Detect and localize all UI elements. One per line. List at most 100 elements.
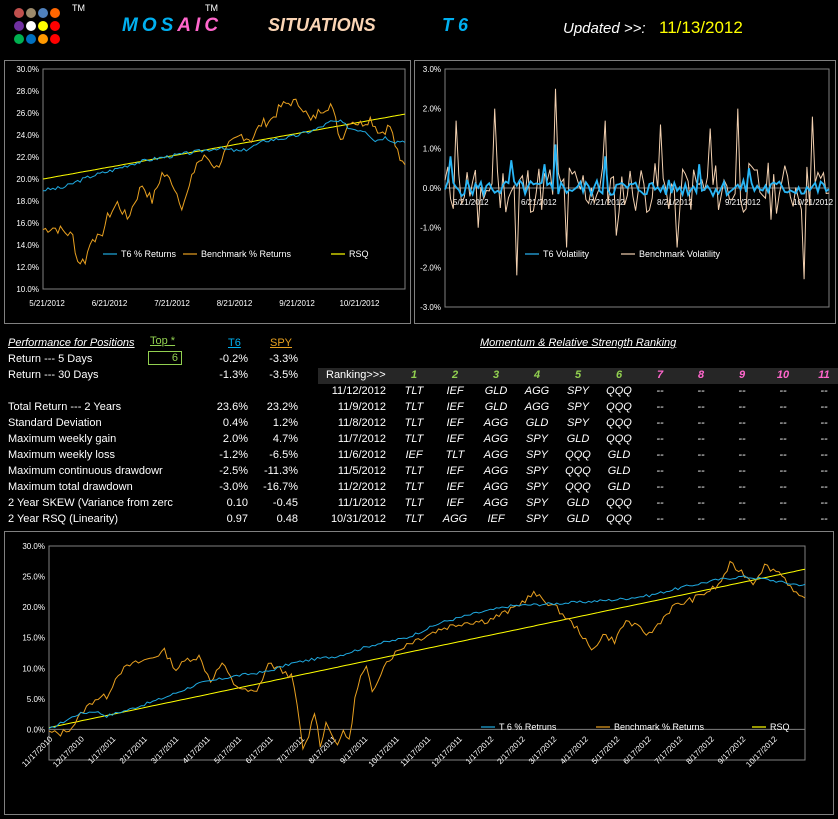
ranking-cell: TLT (404, 385, 424, 397)
ranking-cell: AGG (524, 385, 550, 397)
ranking-col-header: 6 (615, 369, 623, 381)
ranking-cell: -- (697, 449, 705, 461)
ranking-date: 11/6/2012 (337, 449, 386, 461)
logo-dot (50, 8, 60, 18)
perf-row-spy: 23.2% (266, 401, 298, 413)
ranking-col-header: 4 (533, 369, 541, 381)
ranking-cell: IEF (405, 449, 423, 461)
y-tick-label: 26.0% (16, 109, 39, 118)
ranking-cell: QQQ (606, 433, 632, 445)
ranking-col-header: 8 (697, 369, 705, 381)
ranking-cell: -- (738, 433, 746, 445)
ranking-cell: QQQ (606, 401, 632, 413)
ranking-cell: -- (779, 401, 787, 413)
logo-dot (26, 34, 36, 44)
ranking-cell: -- (820, 385, 828, 397)
perf-row: Return --- 5 Days -0.2% -3.3% (8, 353, 308, 369)
updated-date: 11/13/2012 (659, 18, 743, 37)
perf-row-label: Return --- 30 Days (8, 369, 99, 381)
perf-row-label: 2 Year SKEW (Variance from zerc (8, 497, 173, 509)
perf-title: Performance for Positions (8, 337, 135, 349)
x-tick-label: 10/17/2012 (744, 734, 779, 769)
x-tick-label: 10/21/2012 (793, 198, 834, 207)
y-tick-label: 10.0% (16, 285, 39, 294)
ranking-cell: AGG (442, 513, 468, 525)
legend-label: T 6 % Retruns (499, 722, 557, 732)
ranking-cell: AGG (483, 433, 509, 445)
logo-dot (14, 8, 24, 18)
perf-row: Total Return --- 2 Years 23.6% 23.2% (8, 401, 308, 417)
x-tick-label: 1/17/2011 (86, 734, 117, 765)
ranking-cell: -- (779, 417, 787, 429)
ranking-cell: -- (738, 497, 746, 509)
x-tick-label: 7/21/2012 (589, 198, 625, 207)
x-tick-label: 6/21/2012 (521, 198, 557, 207)
ranking-cell: QQQ (606, 497, 632, 509)
perf-top-value[interactable]: 6 (148, 351, 182, 365)
ranking-cell: GLD (607, 465, 631, 477)
ranking-cell: -- (779, 433, 787, 445)
perf-row-spy: 4.7% (272, 433, 298, 445)
logo-dot (38, 21, 48, 31)
ranking-cell: IEF (446, 385, 464, 397)
ranking-date: 11/12/2012 (331, 385, 386, 397)
rsq-line (48, 568, 806, 729)
brand-letter: O (141, 15, 161, 36)
logo-dot (26, 8, 36, 18)
logo-dot (50, 21, 60, 31)
perf-row-label: Total Return --- 2 Years (8, 401, 122, 413)
y-tick-label: 15.0% (22, 634, 45, 643)
x-tick-label: 8/17/2012 (684, 734, 716, 766)
x-tick-label: 5/17/2012 (590, 734, 622, 766)
ranking-cell: -- (697, 417, 705, 429)
volatility-chart: -3.0% -2.0% -1.0% 0.0% 1.0% 2.0% 3.0% 5/21/2012… (420, 65, 834, 312)
x-tick-label: 9/17/2011 (338, 734, 369, 765)
benchmark-returns-line (42, 98, 406, 266)
ranking-cell: -- (779, 465, 787, 477)
x-tick-label: 10/21/2012 (339, 299, 380, 308)
ranking-cell: -- (738, 385, 746, 397)
ranking-cell: QQQ (565, 449, 591, 461)
logo-dot (50, 34, 60, 44)
perf-row-t6: -1.3% (219, 369, 248, 381)
ranking-title: Momentum & Relative Strength Ranking (480, 337, 677, 349)
ranking-cell: GLD (566, 497, 590, 509)
ranking-cell: GLD (607, 481, 631, 493)
x-tick-label: 9/17/2012 (716, 734, 748, 766)
updated-label: Updated >>: (563, 20, 646, 37)
perf-row: Maximum continuous drawdowr -2.5% -11.3% (8, 465, 308, 481)
ranking-col-header: 10 (776, 369, 790, 381)
logo-mark (14, 8, 62, 56)
ranking-cell: IEF (446, 481, 464, 493)
y-tick-label: -2.0% (420, 263, 441, 272)
ranking-cell: SPY (566, 385, 589, 397)
x-tick-label: 2/17/2012 (495, 734, 527, 766)
ranking-cell: -- (779, 385, 787, 397)
ranking-cell: -- (820, 497, 828, 509)
perf-row-spy: -0.45 (272, 497, 298, 509)
logo-dot (38, 34, 48, 44)
ranking-cell: IEF (446, 417, 464, 429)
ranking-cell: AGG (483, 465, 509, 477)
ranking-cell: TLT (404, 417, 424, 429)
ranking-cell: -- (697, 497, 705, 509)
y-tick-label: 28.0% (16, 87, 39, 96)
ranking-cell: -- (738, 465, 746, 477)
perf-col-spy: SPY (270, 337, 293, 349)
x-tick-label: 3/17/2012 (527, 734, 559, 766)
ranking-date: 11/7/2012 (337, 433, 386, 445)
brand-letter: C (204, 15, 223, 36)
ranking-cell: -- (820, 465, 828, 477)
perf-row: Maximum weekly loss -1.2% -6.5% (8, 449, 308, 465)
two-year-chart: 0.0% 5.0% 10.0% 15.0% 20.0% 25.0% 30.0% 11/17/2… (20, 542, 806, 769)
perf-row-spy: -3.5% (269, 369, 298, 381)
legend-label: Benchmark % Returns (201, 249, 292, 259)
logo-dot (14, 34, 24, 44)
perf-row: Standard Deviation 0.4% 1.2% (8, 417, 308, 433)
y-tick-label: 10.0% (22, 664, 45, 673)
ranking-cell: -- (697, 401, 705, 413)
y-tick-label: 1.0% (423, 144, 441, 153)
legend-label: RSQ (349, 249, 369, 259)
ranking-cell: AGG (483, 481, 509, 493)
ranking-cell: GLD (566, 433, 590, 445)
